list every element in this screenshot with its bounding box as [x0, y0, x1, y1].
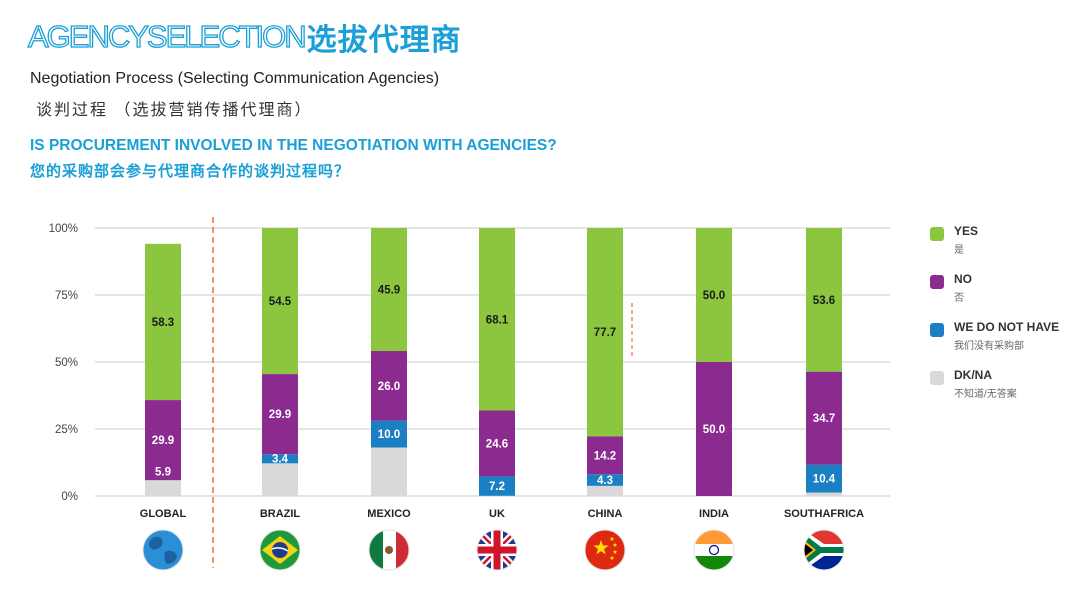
legend-sub-yes: 是 — [954, 245, 964, 256]
flag-ring — [803, 529, 845, 571]
data-label-mexico-no: 26.0 — [378, 381, 400, 393]
legend-swatch-no — [930, 275, 944, 289]
flag-ring — [259, 529, 301, 571]
x-tick-label-china: CHINA — [588, 508, 623, 520]
bar-southafrica-yes — [806, 228, 842, 372]
flag-ring — [476, 529, 518, 571]
flag-ring — [368, 529, 410, 571]
x-tick-label-global: GLOBAL — [140, 508, 187, 520]
brand-title: AGENCYSELECTION 选拔代理商 — [27, 16, 462, 58]
subtitle-en: Negotiation Process (Selecting Communica… — [30, 70, 440, 87]
data-label-india-no: 50.0 — [703, 424, 725, 436]
bar-uk-yes — [479, 228, 515, 411]
bar-southafrica-no — [806, 371, 842, 465]
data-label-southafrica-yes: 53.6 — [813, 295, 835, 307]
data-label-mexico-we-do-not-have: 10.0 — [378, 429, 400, 441]
x-tick-label-india: INDIA — [699, 508, 729, 520]
data-label-india-yes: 50.0 — [703, 290, 725, 302]
data-label-brazil-we-do-not-have: 3.4 — [272, 454, 289, 466]
y-tick-label: 0% — [61, 491, 78, 503]
china-flag-icon — [585, 530, 625, 570]
bar-brazil-dk-na — [262, 463, 298, 496]
data-label-global-extra: 5.9 — [155, 467, 171, 479]
legend-label-no: NO — [954, 272, 972, 286]
bar-india-no — [696, 362, 732, 496]
data-label-china-we-do-not-have: 4.3 — [597, 475, 613, 487]
bar-mexico-dk-na — [371, 447, 407, 496]
flag-ring — [584, 529, 626, 571]
y-tick-label: 25% — [55, 424, 78, 436]
bar-china-we-do-not-have — [587, 474, 623, 486]
question-en: IS PROCUREMENT INVOLVED IN THE NEGOTIATI… — [30, 137, 557, 154]
data-label-global-no: 29.9 — [152, 435, 174, 447]
subtitle-cn: 谈判过程 （选拔营销传播代理商） — [36, 102, 313, 119]
x-tick-label-uk: UK — [489, 508, 505, 520]
bar-southafrica-dk-na — [806, 492, 842, 496]
data-label-brazil-no: 29.9 — [269, 409, 291, 421]
legend-sub-dk-na: 不知道/无答案 — [954, 389, 1017, 400]
legend-label-we-do-not-have: WE DO NOT HAVE — [954, 320, 1060, 334]
legend-swatch-dk-na — [930, 371, 944, 385]
bar-mexico-yes — [371, 228, 407, 352]
bar-china-no — [587, 436, 623, 475]
bar-brazil-no — [262, 374, 298, 455]
data-label-southafrica-we-do-not-have: 10.4 — [813, 474, 836, 486]
bar-uk-we-do-not-have — [479, 476, 515, 496]
data-label-uk-yes: 68.1 — [486, 314, 509, 326]
bar-mexico-we-do-not-have — [371, 420, 407, 448]
data-label-china-no: 14.2 — [594, 450, 616, 462]
legend-swatch-yes — [930, 227, 944, 241]
bar-brazil-yes — [262, 228, 298, 375]
bar-global-yes — [145, 243, 181, 401]
brand-title-cn: 选拔代理商 — [306, 23, 462, 58]
legend-swatch-we-do-not-have — [930, 323, 944, 337]
legend-sub-we-do-not-have: 我们没有采购部 — [954, 341, 1024, 352]
legend-label-dk-na: DK/NA — [954, 368, 992, 382]
data-label-china-yes: 77.7 — [594, 327, 616, 339]
question-cn: 您的采购部会参与代理商合作的谈判过程吗？ — [30, 163, 351, 180]
flag-ring — [142, 529, 184, 571]
south-africa-flag-icon — [804, 530, 844, 570]
y-tick-label: 100% — [49, 223, 78, 235]
bar-global-no — [145, 400, 181, 481]
bar-china-yes — [587, 228, 623, 437]
bar-southafrica-we-do-not-have — [806, 464, 842, 493]
data-label-global-yes: 58.3 — [152, 317, 174, 329]
legend-sub-no: 否 — [954, 293, 964, 304]
mexico-flag-icon — [369, 530, 409, 570]
bar-india-yes — [696, 228, 732, 362]
brazil-flag-icon — [260, 530, 300, 570]
bar-mexico-no — [371, 351, 407, 421]
bar-uk-no — [479, 410, 515, 477]
india-flag-icon — [694, 530, 734, 570]
brand-title-en: AGENCYSELECTION — [27, 18, 307, 54]
bar-china-dk-na — [587, 485, 623, 496]
data-label-southafrica-no: 34.7 — [813, 413, 835, 425]
data-label-uk-no: 24.6 — [486, 438, 508, 450]
y-tick-label: 75% — [55, 290, 78, 302]
data-label-uk-we-do-not-have: 7.2 — [489, 481, 505, 493]
data-label-mexico-yes: 45.9 — [378, 285, 400, 297]
data-label-brazil-yes: 54.5 — [269, 296, 292, 308]
flag-ring — [693, 529, 735, 571]
bar-global-dk-na — [145, 480, 181, 496]
x-tick-label-southafrica: SOUTHAFRICA — [784, 508, 864, 520]
y-tick-label: 50% — [55, 357, 78, 369]
x-tick-label-mexico: MEXICO — [367, 508, 411, 520]
globe-icon — [143, 530, 183, 570]
bar-brazil-we-do-not-have — [262, 454, 298, 464]
legend-label-yes: YES — [954, 224, 979, 238]
x-tick-label-brazil: BRAZIL — [260, 508, 301, 520]
uk-flag-icon — [477, 530, 517, 570]
